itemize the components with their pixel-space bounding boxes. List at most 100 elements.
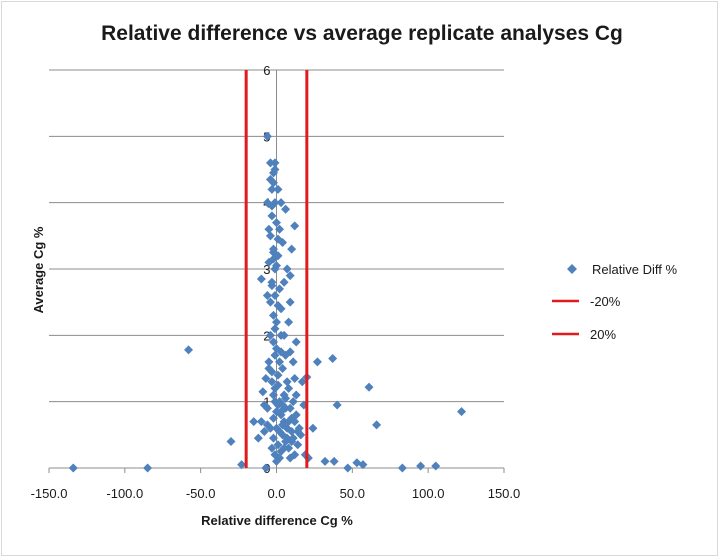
legend-label-points: Relative Diff % — [592, 262, 677, 277]
data-point-16 — [268, 310, 278, 320]
data-point-144 — [281, 393, 291, 403]
data-point-86 — [279, 330, 289, 340]
data-point-2 — [184, 345, 194, 355]
data-point-97 — [312, 357, 322, 367]
data-point-132 — [270, 324, 280, 334]
y-tick-labels: 0123456 — [263, 63, 270, 476]
data-point-44 — [284, 443, 294, 453]
data-point-141 — [270, 158, 280, 168]
data-point-56 — [284, 383, 294, 393]
data-point-119 — [261, 373, 271, 383]
data-point-55 — [288, 397, 298, 407]
data-point-27 — [262, 131, 272, 141]
data-point-145 — [282, 423, 292, 433]
data-point-70 — [290, 221, 300, 231]
data-point-1 — [143, 463, 153, 473]
legend-label-plus20: 20% — [590, 327, 616, 342]
data-point-14 — [270, 350, 280, 360]
x-axis-label: Relative difference Cg % — [201, 513, 353, 528]
data-point-67 — [285, 297, 295, 307]
data-point-33 — [272, 317, 281, 327]
data-point-4 — [226, 436, 236, 446]
data-point-129 — [273, 380, 283, 390]
data-point-17 — [262, 291, 272, 301]
data-point-63 — [278, 364, 288, 373]
data-point-8 — [249, 417, 259, 427]
data-point-68 — [279, 277, 289, 287]
data-point-125 — [279, 443, 289, 453]
data-point-150 — [290, 373, 300, 383]
data-point-11 — [268, 390, 278, 400]
data-point-134 — [267, 281, 277, 291]
data-point-0 — [68, 463, 78, 473]
data-point-87 — [291, 337, 301, 347]
data-point-124 — [268, 433, 278, 443]
data-point-6 — [259, 427, 269, 437]
data-point-29 — [267, 184, 277, 194]
data-point-22 — [265, 231, 275, 241]
x-tick-label-2: -50.0 — [186, 486, 216, 501]
y-tick-label-1: 1 — [263, 395, 270, 410]
data-point-59 — [293, 440, 303, 450]
y-tick-label-6: 6 — [263, 63, 270, 78]
data-point-111 — [261, 463, 271, 473]
data-point-3 — [237, 460, 247, 470]
data-point-77 — [273, 184, 283, 194]
data-point-36 — [273, 370, 283, 380]
data-point-142 — [268, 254, 278, 264]
data-point-139 — [268, 168, 278, 178]
data-point-30 — [264, 224, 274, 234]
data-point-147 — [288, 433, 298, 443]
data-point-103 — [320, 456, 330, 466]
data-point-5 — [253, 433, 263, 443]
data-point-117 — [259, 400, 269, 410]
data-point-72 — [282, 264, 292, 274]
data-point-74 — [275, 224, 285, 234]
data-point-133 — [273, 300, 283, 310]
data-point-101 — [372, 420, 382, 430]
data-point-118 — [258, 387, 268, 397]
data-point-79 — [272, 218, 281, 228]
data-point-149 — [291, 390, 301, 400]
data-point-128 — [272, 407, 281, 417]
data-point-102 — [457, 407, 467, 417]
gridlines — [48, 69, 505, 473]
data-point-35 — [264, 357, 274, 367]
y-axis-label: Average Cg % — [31, 226, 46, 313]
data-point-104 — [329, 456, 339, 466]
data-point-136 — [268, 247, 278, 257]
data-point-135 — [272, 261, 281, 271]
data-point-90 — [297, 377, 307, 387]
data-point-109 — [416, 461, 426, 471]
data-point-7 — [256, 417, 266, 427]
chart-title: Relative difference vs average replicate… — [101, 22, 623, 45]
data-point-130 — [267, 367, 277, 377]
data-point-26 — [265, 158, 275, 168]
data-point-85 — [275, 357, 285, 367]
x-tick-label-0: -150.0 — [31, 486, 68, 501]
x-tick-label-5: 100.0 — [412, 486, 445, 501]
data-point-143 — [278, 400, 288, 410]
x-tick-label-6: 150.0 — [488, 486, 521, 501]
data-point-23 — [267, 211, 277, 221]
data-point-34 — [268, 337, 278, 347]
data-point-148 — [293, 427, 303, 437]
data-point-75 — [281, 204, 291, 214]
data-point-115 — [268, 413, 278, 423]
data-point-54 — [285, 403, 295, 413]
data-point-99 — [332, 400, 342, 410]
data-point-47 — [273, 440, 283, 450]
data-point-108 — [397, 463, 407, 473]
data-point-116 — [262, 420, 272, 430]
data-point-51 — [272, 456, 281, 466]
data-point-113 — [273, 400, 283, 410]
data-point-138 — [267, 201, 277, 211]
data-point-48 — [267, 443, 277, 453]
data-point-12 — [267, 377, 277, 387]
data-point-32 — [265, 297, 275, 307]
data-point-100 — [364, 382, 374, 392]
data-point-62 — [282, 377, 292, 387]
data-point-98 — [328, 354, 338, 364]
data-point-146 — [287, 413, 297, 423]
